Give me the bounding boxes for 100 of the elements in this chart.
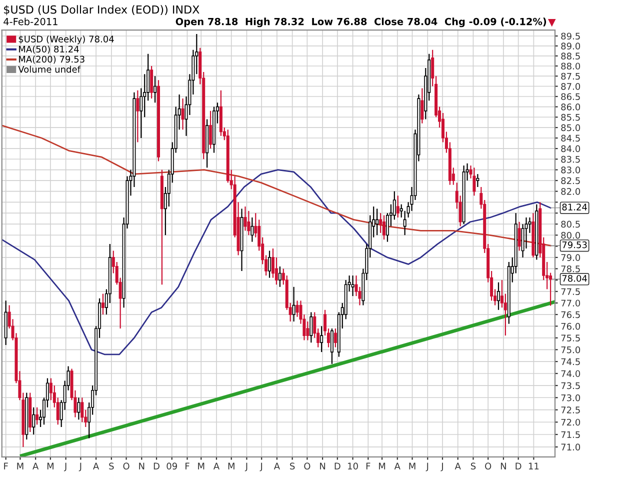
y-tick-label: 84.5: [561, 134, 580, 142]
y-tick-label: 80.0: [561, 232, 580, 239]
x-tick-label: F: [4, 462, 8, 470]
y-tick-label: 88.0: [561, 62, 580, 70]
x-tick-label: O: [304, 462, 310, 470]
x-tick-label: A: [93, 462, 100, 470]
y-tick-label: 82.5: [561, 177, 580, 184]
y-tick-label: 80.5: [561, 220, 580, 228]
x-tick-label: 11: [528, 462, 539, 470]
y-tick-label: 83.0: [561, 166, 580, 174]
y-tick-label: 73.5: [561, 382, 580, 390]
y-tick-label: 74.0: [561, 370, 580, 378]
x-tick-label: A: [274, 462, 280, 470]
x-tick-label: J: [78, 462, 82, 472]
x-tick-label: 09: [166, 462, 177, 470]
y-tick-label: 75.5: [561, 334, 580, 342]
line-series: [2, 169, 552, 356]
legend-label: $USD (Weekly) 78.04: [18, 35, 114, 44]
candlestick: [154, 76, 157, 104]
candlestick: [296, 300, 299, 318]
y-tick-label: 77.5: [561, 288, 580, 296]
y-tick-label: 85.5: [561, 114, 580, 121]
y-tick-label: 87.5: [561, 72, 580, 80]
legend-label: MA(50) 81.24: [19, 46, 79, 54]
candlestick: [244, 206, 247, 232]
y-tick-label: 72.5: [561, 406, 580, 414]
candlestick: [472, 167, 476, 196]
candlestick: [476, 174, 480, 188]
y-tick-label: 71.0: [561, 444, 580, 450]
candlestick: [209, 110, 212, 150]
y-tick-label: 76.5: [561, 311, 580, 318]
x-tick-label: N: [139, 462, 144, 470]
x-tick-label: F: [366, 462, 370, 470]
x-tick-label: M: [198, 462, 204, 470]
candlestick: [420, 88, 424, 124]
candlestick: [36, 406, 39, 426]
candlestick: [403, 210, 406, 236]
candlestick: [278, 266, 282, 288]
candlestick: [150, 65, 154, 100]
candlestick: [310, 312, 313, 344]
candlestick: [306, 320, 310, 341]
candlestick: [376, 208, 379, 236]
candlestick: [247, 210, 250, 236]
x-tick-label: D: [154, 462, 160, 470]
chart-subtitle: 4-Feb-2011: [4, 18, 58, 26]
x-tick-label: M: [228, 462, 234, 470]
y-tick-label: 84.0: [561, 145, 580, 152]
legend-label: MA(200) 79.53: [19, 56, 84, 64]
candlestick: [351, 274, 354, 297]
x-tick-label: J: [260, 462, 262, 472]
x-tick-label: O: [123, 462, 130, 470]
text: Open 78.18 High 78.32 Low 76.88 Close 78.04 Chg -0.09 (-0.12%): [176, 18, 546, 28]
x-tick-label: A: [454, 462, 461, 470]
x-tick-label: J: [244, 462, 248, 472]
candlestick: [268, 250, 272, 278]
candlestick: [496, 282, 500, 310]
x-tick-label: A: [32, 462, 39, 470]
candlestick: [181, 98, 184, 130]
y-tick-label: 77.0: [561, 300, 580, 307]
y-tick-label: 86.0: [561, 104, 580, 110]
candlestick: [396, 195, 400, 218]
x-tick-label: N: [500, 462, 506, 470]
annotation: 78.04: [562, 274, 587, 282]
y-tick-label: 74.5: [561, 358, 580, 366]
y-tick-label: 86.5: [561, 93, 580, 100]
x-tick-label: M: [47, 462, 54, 470]
x-tick-label: M: [379, 462, 386, 470]
x-tick-label: M: [409, 462, 416, 470]
y-tick-label: 83.5: [561, 156, 580, 163]
candlestick: [32, 406, 36, 436]
candlestick: [80, 397, 84, 423]
y-tick-label: 88.5: [561, 52, 580, 60]
x-tick-label: S: [290, 462, 295, 470]
x-tick-label: A: [394, 462, 400, 470]
candlestick: [320, 326, 324, 353]
x-tick-label: D: [334, 462, 340, 470]
candlestick: [518, 221, 521, 252]
y-tick-label: 78.5: [561, 265, 580, 272]
x-tick-label: M: [17, 462, 24, 470]
candlestick: [292, 286, 296, 322]
y-tick-label: 76.0: [561, 322, 580, 330]
y-tick-label: 72.0: [561, 418, 580, 426]
x-tick-label: D: [516, 462, 522, 470]
y-tick-label: 73.0: [561, 394, 580, 402]
y-tick-label: 79.0: [561, 254, 580, 262]
x-tick-label: N: [320, 462, 326, 470]
x-tick-label: F: [186, 462, 190, 470]
x-tick-label: J: [440, 462, 443, 472]
candlestick: [250, 216, 254, 242]
candlestick: [136, 90, 140, 143]
x-tick-label: A: [213, 462, 220, 470]
x-tick-label: S: [470, 462, 476, 470]
candlestick: [382, 214, 386, 240]
y-tick-label: 85.0: [561, 124, 580, 132]
y-tick-label: 71.5: [561, 431, 580, 438]
x-tick-label: O: [485, 462, 492, 470]
candlestick: [77, 397, 80, 420]
candlestick: [101, 293, 104, 316]
line-series: [2, 124, 552, 246]
x-tick-label: S: [109, 462, 114, 470]
